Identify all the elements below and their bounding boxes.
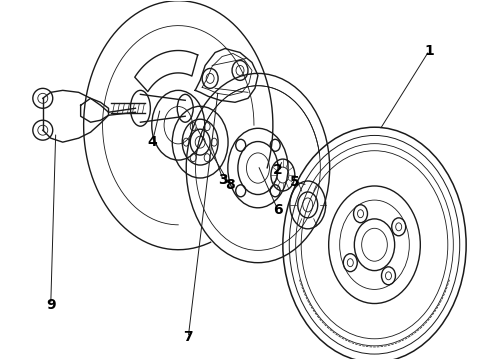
Text: 3: 3 (218, 173, 228, 187)
Text: 1: 1 (424, 44, 434, 58)
Text: 8: 8 (225, 178, 235, 192)
Text: 7: 7 (183, 330, 193, 345)
Text: 5: 5 (290, 175, 300, 189)
Text: 2: 2 (273, 163, 283, 177)
Text: 4: 4 (147, 135, 157, 149)
Text: 6: 6 (273, 203, 283, 217)
Text: 9: 9 (46, 297, 55, 311)
